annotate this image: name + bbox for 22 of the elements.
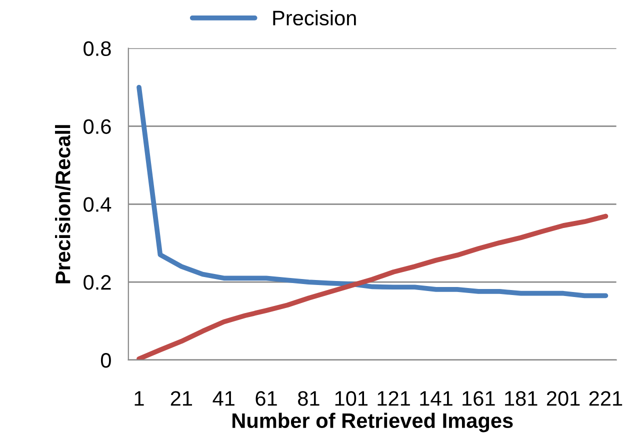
x-tick-label: 61 [256, 391, 277, 406]
y-tick-label: 0.2 [84, 275, 111, 290]
y-tick-label: 0 [100, 352, 111, 368]
x-tick-label: 81 [298, 391, 320, 406]
x-tick-label: 141 [420, 391, 452, 406]
y-tick-label: 0.4 [84, 197, 112, 212]
x-axis-title: Number of Retrieved Images [232, 412, 513, 432]
x-tick-label: 221 [589, 391, 622, 406]
y-tick-label: 0.6 [84, 119, 111, 134]
x-tick-label: 181 [505, 391, 538, 406]
x-tick-label: 121 [378, 391, 410, 406]
legend-label: Precision [273, 10, 356, 26]
x-tick-label: 161 [462, 391, 495, 406]
x-tick-label: 101 [335, 391, 368, 406]
x-tick-label: 21 [170, 391, 192, 406]
line-series [136, 84, 608, 298]
line-series [136, 214, 608, 360]
x-tick-label: 41 [212, 391, 234, 406]
y-axis-title: Precision/Recall [55, 125, 71, 284]
x-tick-label: 201 [546, 391, 580, 406]
y-tick-label: 0.8 [84, 41, 111, 56]
x-tick-label: 1 [134, 391, 144, 406]
